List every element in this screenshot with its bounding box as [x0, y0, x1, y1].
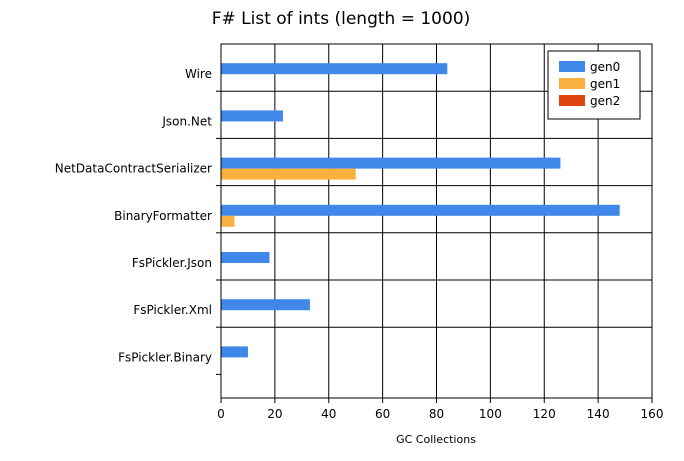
bar-gen0-wire [221, 63, 448, 75]
legend-items: gen0 gen1 gen2 [559, 60, 620, 108]
plot-frame [220, 43, 653, 399]
bar-gen0-json-net [221, 110, 283, 122]
bar-gen0-fspickler-binary [221, 346, 248, 358]
x-tick-label: 60 [375, 407, 390, 421]
y-category-label: NetDataContractSerializer [55, 162, 212, 176]
legend-swatch-gen2 [559, 95, 585, 106]
legend-label-gen1: gen1 [590, 77, 620, 91]
legend: gen0 gen1 gen2 [547, 50, 641, 120]
bars [221, 63, 620, 358]
x-tick-label: 0 [217, 407, 225, 421]
x-tick-label: 100 [479, 407, 502, 421]
y-category-label: FsPickler.Json [132, 256, 212, 270]
bar-gen1-netdatacontractserializer [221, 168, 356, 180]
x-tick-label: 40 [321, 407, 336, 421]
x-tick-label: 80 [429, 407, 444, 421]
x-tick-label: 120 [533, 407, 556, 421]
legend-swatch-gen1 [559, 78, 585, 89]
bar-gen0-netdatacontractserializer [221, 157, 561, 169]
bar-gen0-binaryformatter [221, 204, 620, 216]
y-category-label: FsPickler.Binary [118, 350, 212, 364]
legend-swatch-gen0 [559, 61, 585, 72]
x-tick-labels: 0 20 40 60 80 100 120 140 160 [217, 407, 663, 421]
x-tick-label: 140 [587, 407, 610, 421]
gridlines [216, 44, 653, 403]
legend-label-gen2: gen2 [590, 94, 620, 108]
y-category-label: Json.Net [161, 114, 212, 128]
y-category-label: BinaryFormatter [114, 209, 212, 223]
x-tick-label: 20 [267, 407, 282, 421]
bar-gen0-fspickler-json [221, 252, 270, 264]
y-category-label: Wire [185, 67, 212, 81]
y-category-label: FsPickler.Xml [133, 303, 212, 317]
chart-title: F# List of ints (length = 1000) [212, 9, 471, 29]
legend-label-gen0: gen0 [590, 60, 620, 74]
bar-gen0-fspickler-xml [221, 299, 310, 311]
x-axis-title: GC Collections [396, 433, 476, 446]
x-tick-label: 160 [641, 407, 664, 421]
y-tick-labels: Wire Json.Net NetDataContractSerializer Bin… [55, 67, 213, 364]
bar-gen1-binaryformatter [221, 215, 235, 227]
